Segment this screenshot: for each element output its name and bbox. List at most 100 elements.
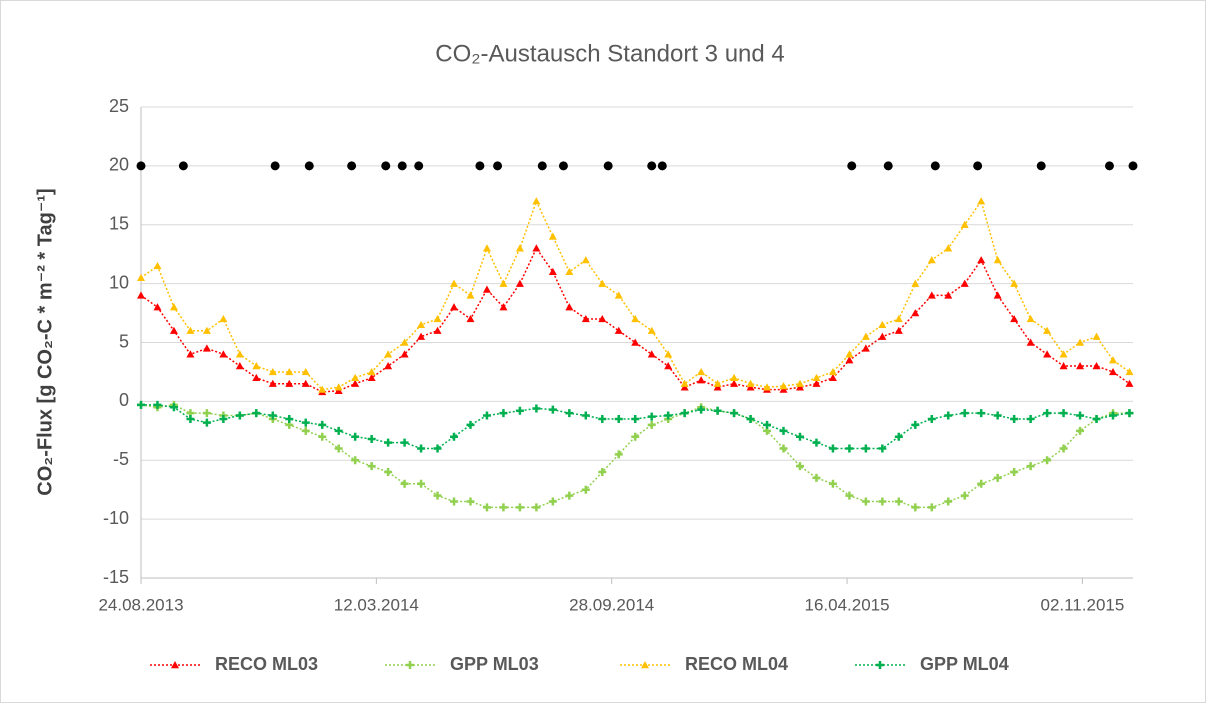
data-point — [499, 303, 508, 311]
data-point — [1059, 409, 1068, 418]
data-point — [450, 497, 459, 506]
data-point — [894, 314, 903, 323]
data-point — [417, 444, 426, 453]
data-point — [400, 350, 409, 358]
data-point — [828, 367, 837, 376]
event-dot — [847, 161, 857, 171]
data-point — [384, 362, 393, 370]
data-point — [548, 267, 557, 276]
data-point — [927, 291, 936, 299]
data-point — [977, 256, 986, 264]
data-point — [367, 462, 376, 471]
data-point — [795, 462, 804, 471]
data-point — [1109, 411, 1117, 420]
event-dot — [1036, 161, 1046, 171]
data-point — [911, 279, 920, 287]
data-point — [1108, 356, 1117, 364]
data-point — [993, 291, 1002, 299]
data-point — [252, 409, 261, 418]
data-point — [993, 473, 1002, 482]
data-point — [647, 420, 656, 429]
data-point — [812, 373, 821, 382]
data-point — [285, 415, 294, 424]
y-tick-label: 0 — [119, 390, 129, 410]
event-dot — [347, 161, 357, 171]
data-point — [878, 320, 887, 329]
data-point — [1026, 338, 1035, 346]
data-point — [581, 314, 590, 323]
data-point — [960, 491, 969, 500]
data-point — [202, 409, 211, 418]
data-point — [433, 326, 442, 334]
data-point — [680, 409, 689, 418]
data-point — [664, 362, 673, 370]
legend-marker — [876, 661, 884, 669]
legend-label: RECO ML03 — [215, 654, 318, 674]
data-point — [466, 291, 475, 299]
data-point — [318, 420, 327, 429]
data-point — [730, 373, 739, 382]
event-dot — [414, 161, 424, 171]
data-point — [598, 415, 607, 424]
data-point — [499, 279, 508, 287]
data-point — [1092, 362, 1101, 370]
x-tick-label: 28.09.2014 — [569, 595, 654, 614]
legend-label: GPP ML04 — [920, 654, 1009, 674]
data-point — [400, 338, 409, 346]
data-point — [334, 444, 343, 453]
data-point — [730, 379, 739, 387]
data-point — [202, 326, 211, 334]
data-point — [927, 415, 936, 424]
data-point — [367, 367, 376, 376]
data-point — [301, 367, 310, 376]
data-point — [202, 418, 211, 427]
data-point — [664, 350, 673, 358]
data-point — [861, 332, 870, 340]
data-point — [565, 409, 574, 418]
data-point — [153, 261, 162, 270]
data-point — [894, 497, 903, 506]
data-point — [1010, 279, 1019, 287]
data-point — [565, 267, 574, 276]
data-point — [565, 491, 574, 500]
data-point — [1026, 415, 1035, 424]
data-point — [186, 350, 195, 358]
data-point — [384, 438, 393, 447]
data-point — [482, 503, 491, 512]
data-point — [746, 415, 755, 424]
data-point — [1059, 350, 1068, 358]
event-dot — [973, 161, 983, 171]
x-tick-label: 12.03.2014 — [334, 595, 419, 614]
y-tick-label: 20 — [109, 155, 129, 175]
data-point — [219, 314, 228, 323]
x-tick-label: 24.08.2013 — [98, 595, 183, 614]
data-point — [301, 426, 310, 435]
data-point — [1059, 444, 1068, 453]
data-point — [499, 409, 508, 418]
data-point — [466, 497, 475, 506]
data-point — [499, 503, 508, 512]
data-point — [400, 438, 409, 447]
data-point — [137, 273, 145, 281]
data-point — [1092, 415, 1101, 424]
data-point — [433, 314, 442, 323]
data-point — [730, 409, 739, 418]
y-tick-label: 5 — [119, 331, 129, 351]
data-point — [614, 450, 623, 459]
data-point — [285, 379, 294, 387]
data-point — [400, 479, 409, 488]
legend-label: GPP ML03 — [450, 654, 539, 674]
event-dot — [603, 161, 613, 171]
data-point — [861, 344, 870, 352]
data-point — [812, 438, 821, 447]
data-point — [548, 497, 557, 506]
data-point — [845, 350, 854, 358]
data-point — [1076, 338, 1085, 346]
event-dot — [657, 161, 667, 171]
data-point — [235, 362, 244, 370]
data-point — [664, 411, 673, 420]
data-point — [318, 432, 327, 441]
data-point — [169, 326, 178, 334]
data-point — [532, 503, 541, 512]
data-point — [202, 344, 211, 352]
